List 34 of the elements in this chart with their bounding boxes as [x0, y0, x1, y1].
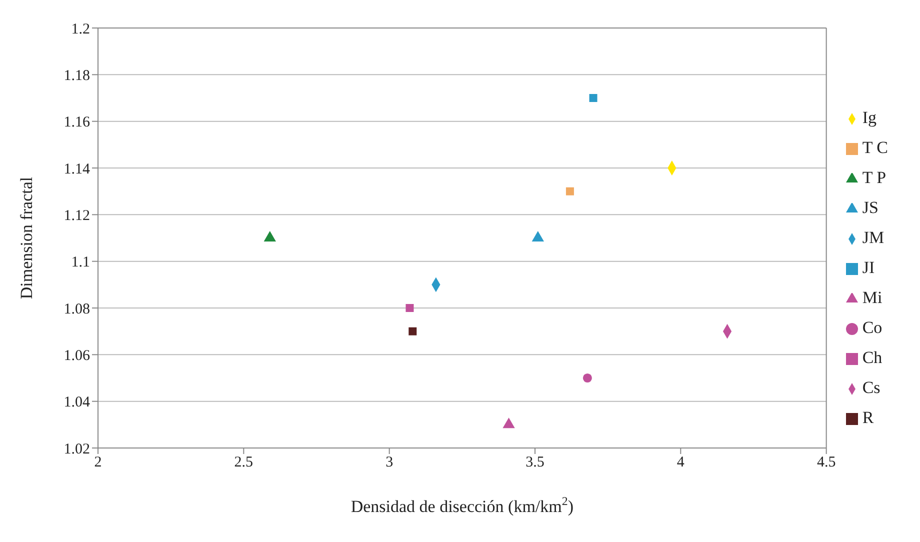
- y-tick-label: 1.14: [64, 161, 90, 178]
- y-tick-label: 1.12: [64, 208, 90, 224]
- x-tick-label: 4.5: [816, 454, 836, 471]
- legend-label: Ch: [862, 348, 882, 367]
- y-tick-label: 1.18: [64, 68, 90, 84]
- x-tick-label: 3: [386, 454, 394, 471]
- x-tick-label: 2: [94, 454, 102, 471]
- legend-label: Mi: [862, 288, 882, 307]
- x-tick-label: 3.5: [526, 454, 544, 471]
- legend-label: Co: [862, 318, 882, 337]
- y-tick-label: 1.1: [71, 254, 90, 271]
- y-tick-label: 1.08: [64, 301, 90, 318]
- point: [406, 304, 414, 312]
- legend-label: Cs: [862, 378, 880, 397]
- x-tick-label: 4: [676, 454, 685, 471]
- x-axis-title: Densidad de disección (km/km$^{2}$): [350, 494, 574, 516]
- legend-label: T P: [862, 168, 886, 187]
- legend-label: Ig: [862, 108, 876, 127]
- y-tick-label: 1.2: [71, 21, 90, 38]
- point: [582, 373, 592, 383]
- legend-label: T C: [862, 138, 888, 157]
- y-tick-label: 1.02: [64, 441, 90, 458]
- point: [408, 327, 417, 336]
- point: [566, 187, 574, 196]
- y-axis-title: Dimension fractal: [17, 176, 36, 300]
- y-tick-label: 1.16: [64, 114, 90, 131]
- legend-label: JM: [862, 228, 884, 247]
- legend-label: R: [862, 408, 874, 427]
- x-tick-label: 2.5: [234, 454, 254, 471]
- legend-label: JI: [862, 258, 875, 277]
- point: [589, 94, 598, 102]
- legend-label: JS: [862, 198, 878, 217]
- y-tick-label: 1.04: [64, 394, 90, 411]
- y-tick-label: 1.06: [64, 348, 90, 364]
